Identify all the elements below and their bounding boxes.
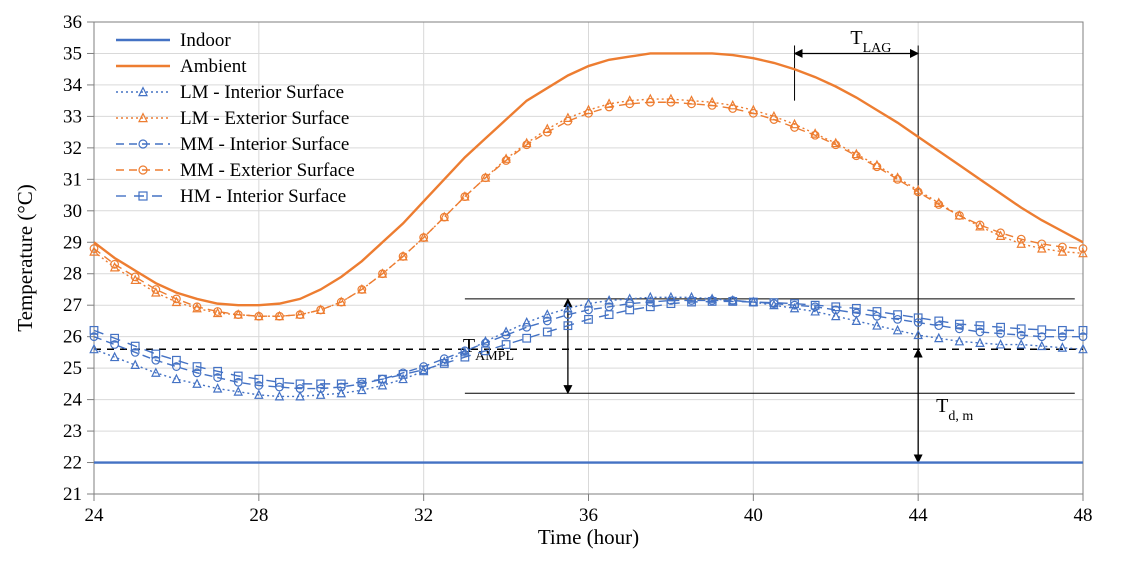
chart-container: 24 28 32 36 40 44 48 21 22 23 24 25 26 27 28 29 30 31 32 33… bbox=[0, 0, 1123, 565]
x-tick-label: 32 bbox=[414, 505, 433, 526]
y-tick-label: 31 bbox=[63, 169, 82, 190]
y-tick-label: 27 bbox=[63, 295, 82, 316]
x-tick-label: 48 bbox=[1074, 505, 1093, 526]
y-tick-label: 34 bbox=[63, 75, 83, 96]
y-tick-label: 21 bbox=[63, 484, 82, 505]
y-tick-label: 36 bbox=[63, 12, 82, 33]
legend-item-label: MM - Interior Surface bbox=[180, 134, 349, 155]
y-tick-label: 30 bbox=[63, 201, 82, 222]
y-tick-label: 28 bbox=[63, 264, 82, 285]
y-tick-label: 32 bbox=[63, 138, 82, 159]
y-tick-label: 33 bbox=[63, 106, 82, 127]
y-tick-label: 35 bbox=[63, 43, 82, 64]
y-tick-label: 29 bbox=[63, 232, 82, 253]
temperature-chart: 24 28 32 36 40 44 48 21 22 23 24 25 26 27 28 29 30 31 32 33… bbox=[0, 0, 1123, 565]
x-axis-label: Time (hour) bbox=[538, 525, 639, 549]
y-tick-label: 24 bbox=[63, 390, 83, 411]
y-tick-label: 25 bbox=[63, 358, 82, 379]
x-tick-label: 40 bbox=[744, 505, 763, 526]
legend-item-label: Ambient bbox=[180, 56, 247, 77]
legend-item-label: HM - Interior Surface bbox=[180, 186, 346, 207]
x-tick-label: 24 bbox=[85, 505, 105, 526]
legend-item-label: LM - Interior Surface bbox=[180, 82, 344, 103]
legend-item-label: Indoor bbox=[180, 30, 231, 51]
x-tick-label: 44 bbox=[909, 505, 929, 526]
y-tick-label: 23 bbox=[63, 421, 82, 442]
x-tick-label: 36 bbox=[579, 505, 598, 526]
y-axis-label: Temperature (°C) bbox=[13, 184, 37, 331]
legend-item-label: MM - Exterior Surface bbox=[180, 160, 355, 181]
legend-item-label: LM - Exterior Surface bbox=[180, 108, 349, 129]
y-tick-label: 26 bbox=[63, 327, 82, 348]
x-tick-label: 28 bbox=[249, 505, 268, 526]
y-tick-label: 22 bbox=[63, 453, 82, 474]
